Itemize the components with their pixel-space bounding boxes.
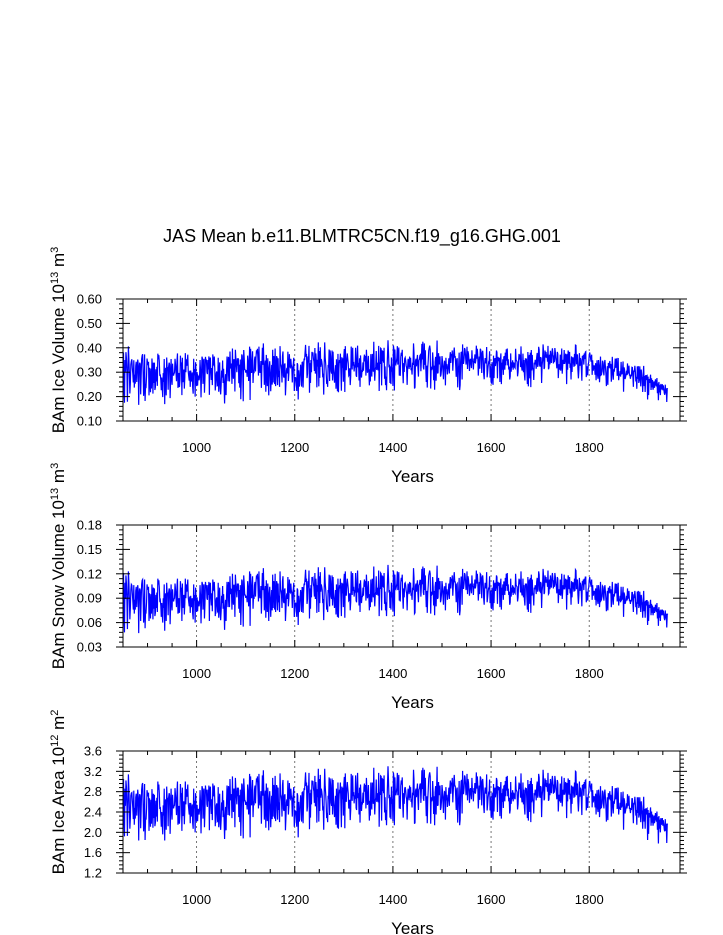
panel-3-x-tick-label: 1000 [182,892,211,907]
panel-3-y-axis-title-exponent: 12 [49,735,61,747]
panel-1-y-axis-title: BAm Ice Volume 1013 m3 [49,247,68,434]
panel-3-y-axis-title-main: BAm Ice Area 10 [49,747,68,875]
panel-2-y-axis-title-main: BAm Snow Volume 10 [49,500,68,669]
panel-2-y-tick-label: 0.06 [77,615,102,630]
panel-2-x-tick-label: 1800 [575,666,604,681]
panel-2-y-tick-label: 0.15 [77,542,102,557]
panel-3-y-tick-label: 2.4 [84,805,102,820]
panel-1-y-tick-label: 0.60 [77,292,102,307]
panel-2-x-tick-label: 1200 [280,666,309,681]
panel-3-x-tick-label: 1200 [280,892,309,907]
panel-1-y-axis-title-unit-exponent: 3 [49,247,61,253]
panel-1-y-tick-label: 0.40 [77,340,102,355]
panel-2-series-line [122,564,669,634]
panel-2-plot-frame [122,524,681,648]
panel-1-y-tick-label: 0.20 [77,389,102,404]
panel-1-y-tick-label: 0.10 [77,414,102,429]
panel-3-x-tick-label: 1800 [575,892,604,907]
panel-3-y-axis-title: BAm Ice Area 1012 m2 [49,710,68,875]
panel-2-x-tick-label: 1000 [182,666,211,681]
panel-2-x-tick-label: 1400 [378,666,407,681]
panel-1-x-tick-label: 1800 [575,440,604,455]
panel-1-series-line [122,340,669,405]
panel-2-y-tick-label: 0.03 [77,640,102,655]
panel-3-y-tick-label: 2.8 [84,784,102,799]
panel-3-y-tick-label: 3.2 [84,764,102,779]
panel-1-plot-frame [122,298,681,422]
panel-2-y-axis-title: BAm Snow Volume 1013 m3 [49,463,68,669]
panel-3-y-tick-label: 2.0 [84,825,102,840]
panel-3-series-line [122,766,669,844]
panel-2-y-axis-title-exponent: 13 [49,488,61,500]
panel-1-x-axis-title: Years [391,467,434,486]
panel-3-y-tick-label: 1.2 [84,866,102,881]
panel-3-y-tick-label: 3.6 [84,744,102,759]
panel-1-x-tick-label: 1000 [182,440,211,455]
panel-2-y-axis-title-unit-exponent: 3 [49,463,61,469]
panel-2-y-tick-label: 0.18 [77,518,102,533]
panel-2-y-tick-label: 0.12 [77,566,102,581]
panel-1-x-tick-label: 1200 [280,440,309,455]
panel-1-y-tick-label: 0.50 [77,316,102,331]
panel-2-y-tick-label: 0.09 [77,591,102,606]
panel-1-y-axis-title-exponent: 13 [49,272,61,284]
panel-3-y-axis-title-unit-exponent: 2 [49,710,61,716]
panel-1-x-tick-label: 1600 [477,440,506,455]
panel-3-x-tick-label: 1600 [477,892,506,907]
panel-2-x-axis-title: Years [391,693,434,712]
panel-3-x-axis-title: Years [391,919,434,935]
panel-3-y-tick-label: 1.6 [84,845,102,860]
panel-3-y-axis-title-unit: m [49,716,68,735]
panel-1-y-axis-title-main: BAm Ice Volume 10 [49,284,68,433]
panel-1-y-tick-label: 0.30 [77,365,102,380]
chart-title: JAS Mean b.e11.BLMTRC5CN.f19_g16.GHG.001 [163,226,561,247]
panel-3-x-tick-label: 1400 [378,892,407,907]
panel-2-y-axis-title-unit: m [49,469,68,488]
panel-1-y-axis-title-unit: m [49,253,68,272]
panel-2-x-tick-label: 1600 [477,666,506,681]
panel-1-x-tick-label: 1400 [378,440,407,455]
